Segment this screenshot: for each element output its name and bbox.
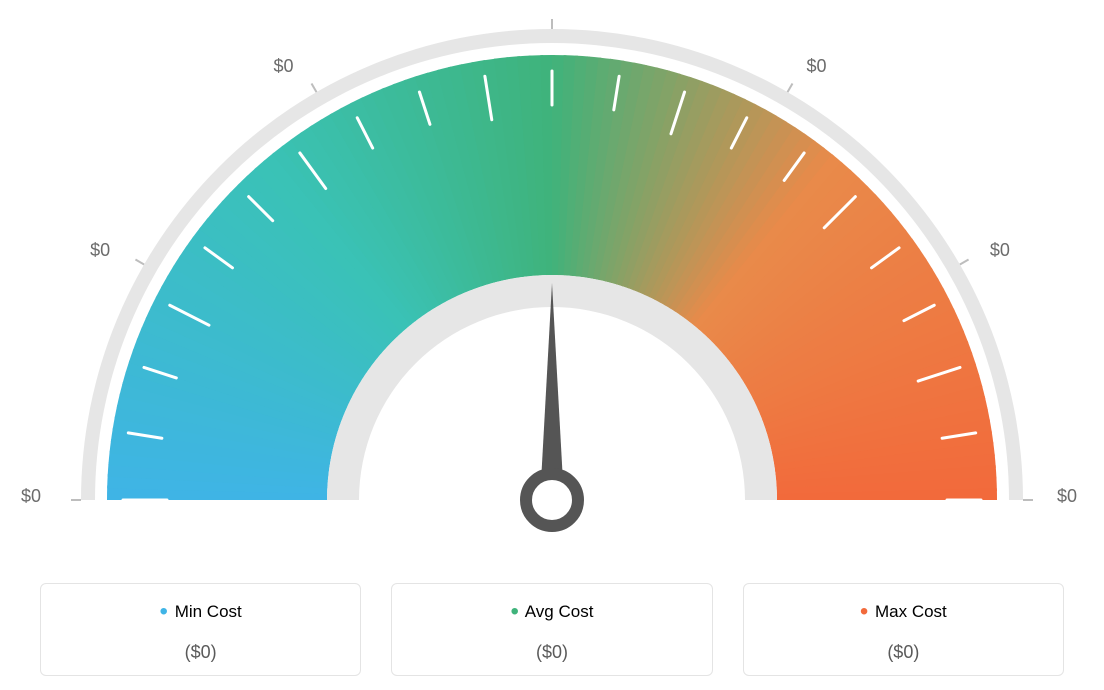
legend-max-label: Max Cost xyxy=(875,602,947,621)
chart-container: $0$0$0$0$0$0$0 • Min Cost ($0) • Avg Cos… xyxy=(0,0,1104,690)
legend-avg-value: ($0) xyxy=(392,642,711,663)
legend-max-title: • Max Cost xyxy=(744,598,1063,626)
legend-min-value: ($0) xyxy=(41,642,360,663)
legend-avg-title: • Avg Cost xyxy=(392,598,711,626)
gauge-tick-label: $0 xyxy=(990,240,1010,261)
legend-max-cost: • Max Cost ($0) xyxy=(743,583,1064,676)
gauge-chart: $0$0$0$0$0$0$0 xyxy=(0,0,1104,560)
gauge-tick-label: $0 xyxy=(1057,486,1077,507)
legend-avg-cost: • Avg Cost ($0) xyxy=(391,583,712,676)
gauge-tick-label: $0 xyxy=(274,56,294,77)
gauge-tick-label: $0 xyxy=(807,56,827,77)
legend-max-value: ($0) xyxy=(744,642,1063,663)
legend-min-label: Min Cost xyxy=(175,602,242,621)
legend-max-dot: • xyxy=(860,598,868,625)
gauge-tick-label: $0 xyxy=(21,486,41,507)
legend-min-title: • Min Cost xyxy=(41,598,360,626)
legend-avg-dot: • xyxy=(511,598,519,625)
gauge-tick-label: $0 xyxy=(90,240,110,261)
legend-min-cost: • Min Cost ($0) xyxy=(40,583,361,676)
gauge-svg xyxy=(0,0,1104,560)
legend-row: • Min Cost ($0) • Avg Cost ($0) • Max Co… xyxy=(40,583,1064,676)
legend-min-dot: • xyxy=(160,598,168,625)
legend-avg-label: Avg Cost xyxy=(525,602,594,621)
